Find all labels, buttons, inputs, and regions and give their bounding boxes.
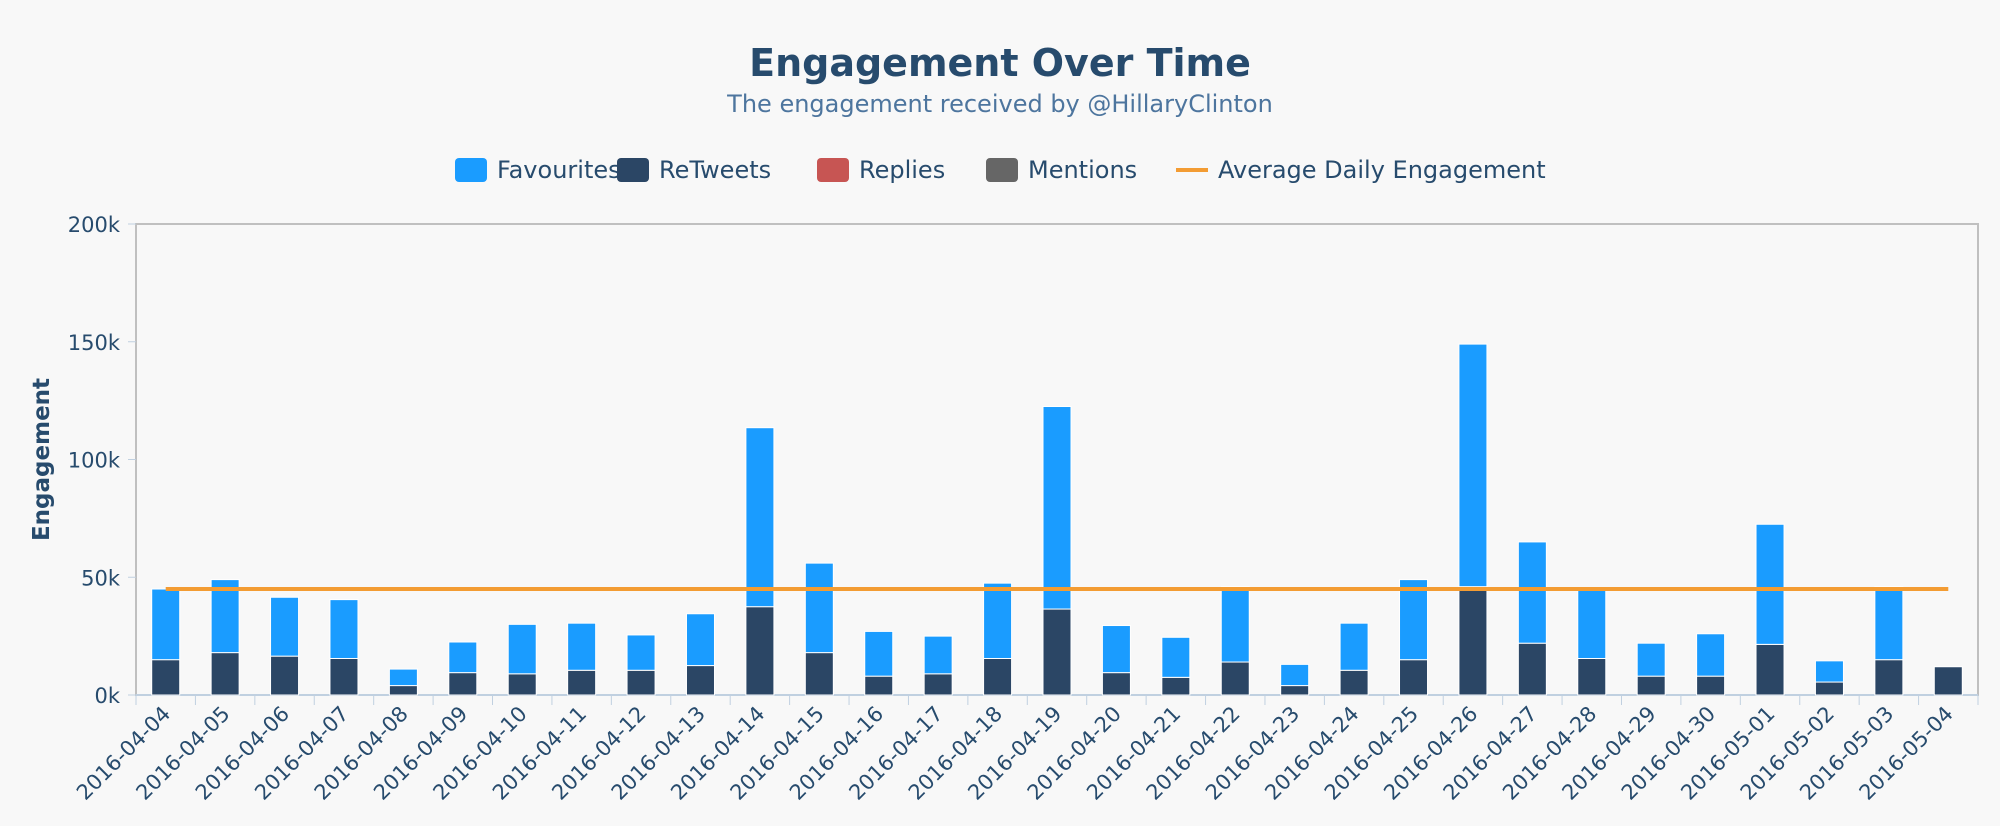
bar-retweets: [270, 655, 300, 696]
bar-retweets: [864, 675, 894, 696]
bar-favourites: [1696, 633, 1726, 677]
bar-favourites: [448, 641, 478, 674]
bar-retweets: [1220, 661, 1250, 696]
legend-item-replies[interactable]: Replies: [817, 156, 945, 184]
bar-retweets: [1636, 675, 1666, 696]
bar-favourites: [507, 623, 537, 675]
bar-favourites: [1874, 586, 1904, 661]
bar-retweets: [1933, 666, 1963, 696]
chart-legend: Favourites ReTweets Replies Mentions Average…: [455, 156, 1546, 184]
bar-favourites: [1042, 406, 1072, 610]
bar-retweets: [1814, 681, 1844, 696]
bar-favourites: [1458, 343, 1488, 588]
x-axis: 2016-04-042016-04-052016-04-062016-04-07…: [72, 694, 1979, 805]
bar-retweets: [448, 672, 478, 696]
bar-retweets: [685, 665, 715, 696]
y-axis-title: Engagement: [29, 378, 55, 541]
bar-favourites: [1101, 625, 1131, 674]
bar-retweets: [1696, 675, 1726, 696]
bar-favourites: [567, 622, 597, 671]
bar-favourites: [329, 599, 359, 659]
legend-item-favourites[interactable]: Favourites: [455, 156, 621, 184]
bar-favourites: [388, 668, 418, 687]
legend-item-mentions[interactable]: Mentions: [986, 156, 1137, 184]
legend-label: Favourites: [497, 156, 621, 184]
bar-retweets: [1339, 669, 1369, 696]
bar-retweets: [1280, 685, 1310, 696]
bar-retweets: [745, 606, 775, 696]
y-tick-label: 200k: [68, 213, 121, 237]
bar-favourites: [685, 613, 715, 667]
y-axis: 0k 50k 100k 150k 200k: [68, 213, 136, 708]
bar-retweets: [210, 652, 240, 696]
legend-item-retweets[interactable]: ReTweets: [617, 156, 771, 184]
bar-favourites: [923, 635, 953, 675]
bar-favourites: [864, 630, 894, 677]
legend-label: Average Daily Engagement: [1218, 156, 1546, 184]
y-tick-label: 150k: [68, 331, 121, 355]
y-tick-label: 0k: [94, 684, 120, 708]
bar-retweets: [626, 669, 656, 696]
bar-retweets: [923, 673, 953, 696]
bar-favourites: [1517, 541, 1547, 644]
bar-retweets: [567, 669, 597, 696]
bar-favourites: [745, 427, 775, 608]
legend-label: Replies: [859, 156, 945, 184]
legend-swatch: [986, 158, 1018, 182]
bar-favourites: [1577, 587, 1607, 659]
bar-favourites: [804, 562, 834, 654]
bar-retweets: [1399, 659, 1429, 696]
bar-retweets: [1101, 672, 1131, 696]
bar-favourites: [270, 596, 300, 657]
bar-retweets: [151, 659, 181, 696]
legend-label: Mentions: [1028, 156, 1137, 184]
bar-retweets: [1458, 586, 1488, 696]
bar-retweets: [1755, 643, 1785, 696]
y-tick-label: 100k: [68, 449, 121, 473]
legend-swatch: [455, 158, 487, 182]
legend-item-average-daily-engagement[interactable]: Average Daily Engagement: [1176, 156, 1546, 184]
bar-favourites: [626, 634, 656, 671]
bar-retweets: [804, 652, 834, 696]
chart-subtitle: The engagement received by @HillaryClint…: [726, 90, 1273, 118]
bar-favourites: [983, 582, 1013, 659]
bar-retweets: [983, 657, 1013, 696]
bar-retweets: [1161, 676, 1191, 696]
bar-retweets: [507, 673, 537, 696]
y-tick-label: 50k: [81, 566, 121, 590]
bar-retweets: [1577, 657, 1607, 696]
bar-retweets: [1042, 608, 1072, 696]
bar-favourites: [151, 588, 181, 661]
bar-favourites: [1636, 642, 1666, 677]
legend-swatch: [617, 158, 649, 182]
bar-retweets: [1874, 659, 1904, 696]
legend-swatch: [817, 158, 849, 182]
bar-favourites: [1755, 523, 1785, 645]
bar-favourites: [1161, 636, 1191, 678]
bar-favourites: [1339, 622, 1369, 671]
bar-favourites: [1399, 579, 1429, 661]
bars-layer: [151, 343, 1963, 696]
bar-favourites: [210, 579, 240, 654]
bar-retweets: [329, 657, 359, 696]
legend-label: ReTweets: [659, 156, 771, 184]
bar-favourites: [1814, 660, 1844, 683]
bar-favourites: [1280, 663, 1310, 687]
bar-retweets: [388, 685, 418, 696]
bar-favourites: [1220, 586, 1250, 663]
chart-title: Engagement Over Time: [749, 41, 1251, 85]
bar-retweets: [1517, 642, 1547, 696]
